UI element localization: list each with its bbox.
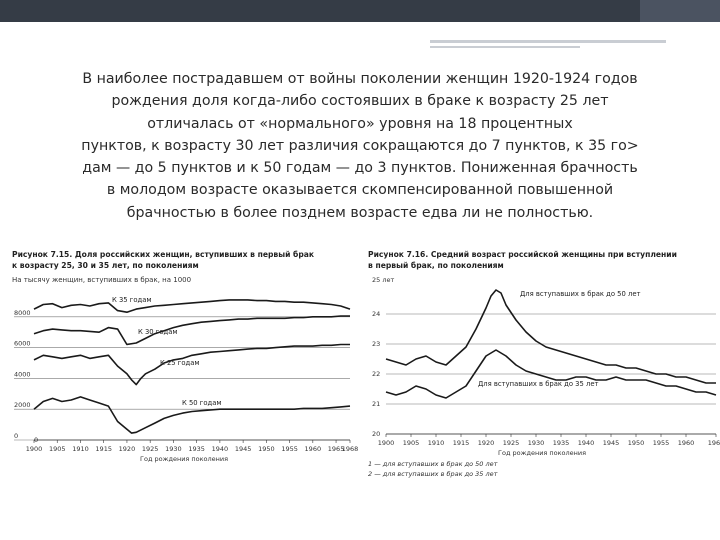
- note-line: 1 — для вступавших в брак до 50 лет: [368, 460, 498, 468]
- y-tick-label: 2000: [14, 401, 31, 409]
- y-tick-label: 24: [372, 310, 380, 318]
- y-zero-label: 0: [34, 436, 38, 444]
- decor-line: [430, 46, 580, 48]
- note-line: 2 — для вступавших в брак до 35 лет: [368, 470, 498, 478]
- x-tick-label: 1940: [578, 439, 595, 447]
- y-tick-label: 23: [372, 340, 380, 348]
- x-tick-label: 1935: [553, 439, 570, 447]
- series-label: К 50 годам: [182, 399, 222, 407]
- series-line: [33, 343, 350, 386]
- y-tick-label: 6000: [14, 340, 31, 348]
- paragraph-line: дам — до 5 пунктов и к 50 годам — до 3 п…: [82, 160, 638, 177]
- x-tick-label: 1960: [305, 445, 322, 453]
- figure-1-ylabel: На тысячу женщин, вступивших в брак, на …: [12, 276, 192, 284]
- x-tick-label: 1925: [503, 439, 520, 447]
- x-tick-label: 1920: [478, 439, 495, 447]
- x-tick-label: 1925: [142, 445, 159, 453]
- paragraph-line: В наиболее пострадавшем от войны поколен…: [82, 71, 638, 87]
- x-tick-label: 1960: [678, 439, 695, 447]
- series-label: К 35 годам: [112, 296, 152, 304]
- x-tick-label: 1915: [95, 445, 112, 453]
- x-tick-label: 1965: [328, 445, 345, 453]
- x-tick-label: 1910: [428, 439, 445, 447]
- series-line: [385, 349, 717, 399]
- x-tick-label: 1910: [72, 445, 89, 453]
- figure-2-notes: 1 — для вступавших в брак до 50 лет 2 — …: [368, 459, 497, 479]
- x-tick-label: 1900: [26, 445, 43, 453]
- x-tick-label: 1955: [281, 445, 298, 453]
- x-tick-label: 1950: [258, 445, 275, 453]
- x-tick-label: 1945: [235, 445, 252, 453]
- x-axis-label: Год рождения поколения: [498, 449, 586, 457]
- slide-top-bar-accent: [640, 0, 720, 22]
- slide-top-bar: [0, 0, 720, 22]
- x-tick-label: 1940: [212, 445, 229, 453]
- series-line: [33, 299, 351, 313]
- x-tick-label: 1920: [119, 445, 136, 453]
- y-tick-label: 0: [14, 432, 18, 440]
- paragraph-line: рождения доля когда-либо состоявших в бр…: [111, 93, 609, 110]
- x-axis-label: Год рождения поколения: [140, 455, 228, 463]
- series-label: К 30 годам: [138, 328, 178, 336]
- figure-2-title-line: в первый брак, по поколениям: [368, 261, 504, 270]
- body-paragraph: В наиболее пострадавшем от войны поколен…: [40, 68, 680, 224]
- paragraph-line: в молодом возрасте оказывается скомпенси…: [106, 182, 614, 199]
- x-tick-label: 1930: [528, 439, 545, 447]
- series-label: Для вступавших в брак до 50 лет: [520, 290, 641, 298]
- x-tick-label: 1968: [342, 445, 359, 453]
- y-tick-label: 22: [372, 370, 380, 378]
- paragraph-line: отличалась от «нормального» уровня на 18…: [147, 115, 573, 132]
- x-tick-label: 1945: [603, 439, 620, 447]
- figure-1-title-line: к возрасту 25, 30 и 35 лет, по поколения…: [12, 261, 199, 270]
- series-label: К 25 годам: [160, 359, 200, 367]
- x-tick-label: 1930: [165, 445, 182, 453]
- decor-line: [430, 40, 666, 43]
- series-line: [385, 289, 716, 384]
- x-tick-label: 1950: [628, 439, 645, 447]
- x-tick-label: 1900: [378, 439, 395, 447]
- y-tick-label: 4000: [14, 370, 31, 378]
- x-tick-label: 1955: [653, 439, 670, 447]
- x-tick-label: 1905: [403, 439, 420, 447]
- paragraph-line: пунктов, к возрасту 30 лет различия сокр…: [81, 137, 639, 154]
- x-tick-label: 1905: [49, 445, 66, 453]
- y-tick-label: 8000: [14, 309, 31, 317]
- series-line: [33, 396, 351, 434]
- series-label: Для вступавших в брак до 35 лет: [478, 380, 599, 388]
- y-axis-label: 25 лет: [372, 276, 394, 284]
- figure-1-title-line: Рисунок 7.15. Доля российских женщин, вс…: [12, 250, 315, 259]
- x-tick-label: 1935: [188, 445, 205, 453]
- y-tick-label: 20: [372, 430, 380, 438]
- x-tick-label: 1966: [708, 439, 720, 447]
- figure-2-title-line: Рисунок 7.16. Средний возраст российской…: [368, 250, 677, 259]
- series-line: [33, 315, 350, 346]
- x-tick-label: 1915: [453, 439, 470, 447]
- paragraph-line: брачностью в более позднем возрасте едва…: [126, 204, 594, 221]
- y-tick-label: 21: [372, 400, 380, 408]
